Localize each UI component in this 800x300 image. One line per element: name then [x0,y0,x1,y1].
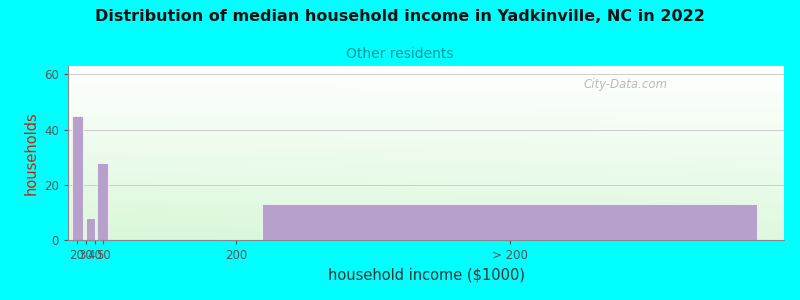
Text: Distribution of median household income in Yadkinville, NC in 2022: Distribution of median household income … [95,9,705,24]
X-axis label: household income ($1000): household income ($1000) [327,268,525,283]
Bar [262,204,758,240]
Text: Other residents: Other residents [346,46,454,61]
Bar [73,116,83,240]
Y-axis label: households: households [23,111,38,195]
Text: City-Data.com: City-Data.com [583,78,668,91]
Bar [97,163,108,240]
Bar [86,218,94,240]
